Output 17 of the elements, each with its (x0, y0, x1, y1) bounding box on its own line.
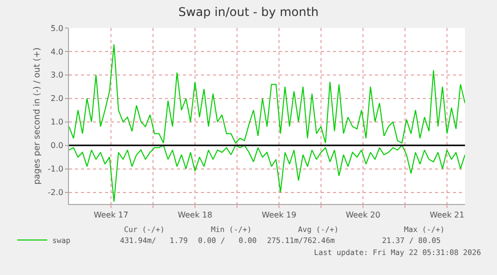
line-series (69, 144, 465, 202)
chart-title: Swap in/out - by month (178, 5, 319, 20)
x-tick-label: Week 19 (262, 210, 296, 220)
y-tick-label: 4.0 (50, 47, 64, 56)
y-tick-label: 0.0 (50, 141, 64, 150)
line-series (69, 44, 465, 144)
y-tick-label: -1.0 (48, 164, 64, 174)
y-tick-label: 2.0 (50, 94, 64, 104)
x-tick-label: Week 21 (430, 210, 464, 220)
y-tick-label: 5.0 (50, 24, 64, 33)
x-tick-label: Week 20 (346, 210, 380, 220)
y-tick-label: -2.0 (48, 188, 64, 198)
y-tick-label: 1.0 (50, 118, 64, 127)
x-tick-label: Week 17 (94, 210, 128, 220)
y-tick-label: 3.0 (50, 70, 64, 80)
y-axis-title: pages per second in (-) / out (+) (32, 48, 42, 184)
x-tick-label: Week 18 (178, 210, 212, 220)
